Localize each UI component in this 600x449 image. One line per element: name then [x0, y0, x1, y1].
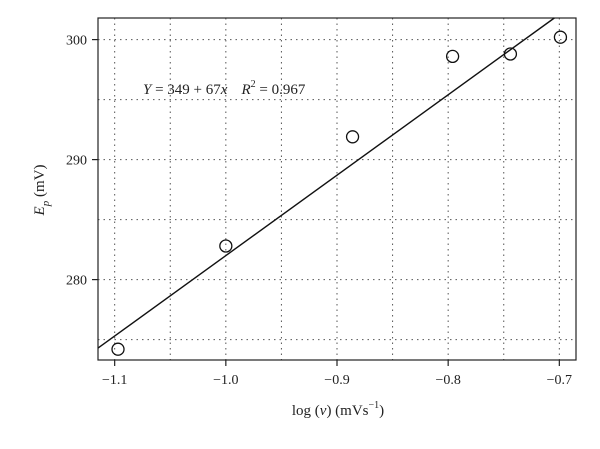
- data-point-0: [111, 342, 125, 356]
- data-point-4: [503, 47, 518, 61]
- data-point-1: [219, 239, 233, 253]
- y-tick-label-1: 290: [66, 154, 87, 169]
- fit-line-layer: [97, 17, 555, 349]
- data-points: [111, 30, 568, 356]
- x-tick-label-4: −0.7: [547, 373, 572, 388]
- regression-annotation: Y = 349 + 67x R2 = 0.967: [143, 79, 306, 98]
- data-point-5: [553, 30, 568, 44]
- regression-line: [97, 17, 555, 349]
- x-tick-label-0: −1.1: [102, 373, 127, 388]
- grid-lines: [98, 18, 576, 360]
- y-tick-label-0: 280: [66, 274, 87, 289]
- tick-labels: −1.1 −1.0 −0.9 −0.8 −0.7 280 290 300: [66, 34, 572, 388]
- axis-ticks: [92, 38, 560, 366]
- y-axis-title: Ep (mV): [32, 165, 52, 217]
- x-tick-label-2: −0.9: [324, 373, 349, 388]
- data-point-2: [345, 130, 360, 144]
- data-point-3: [445, 49, 460, 64]
- x-axis-title: log (ν) (mVs−1): [292, 400, 384, 419]
- x-tick-label-3: −0.8: [435, 373, 460, 388]
- y-tick-label-2: 300: [66, 34, 87, 49]
- x-tick-label-1: −1.0: [213, 373, 238, 388]
